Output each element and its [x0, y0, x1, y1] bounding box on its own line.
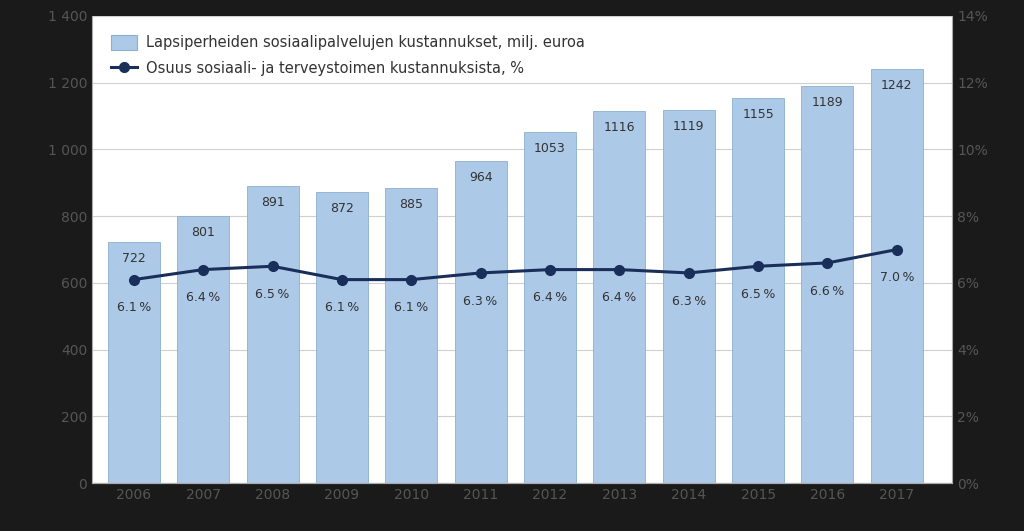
Text: 801: 801 — [191, 226, 215, 239]
Text: 1155: 1155 — [742, 108, 774, 121]
Bar — [385, 188, 437, 483]
Text: 6.5 %: 6.5 % — [255, 288, 290, 301]
Bar — [524, 132, 577, 483]
Text: 6.3 %: 6.3 % — [464, 295, 498, 307]
Text: 891: 891 — [261, 196, 285, 209]
Text: 6.1 %: 6.1 % — [394, 301, 428, 314]
Bar — [663, 110, 715, 483]
Legend: Lapsiperheiden sosiaalipalvelujen kustannukset, milj. euroa, Osuus sosiaali- ja : Lapsiperheiden sosiaalipalvelujen kustan… — [99, 23, 597, 88]
Text: 6.1 %: 6.1 % — [325, 301, 359, 314]
Text: 872: 872 — [330, 202, 354, 215]
Text: 722: 722 — [122, 252, 145, 266]
Text: 885: 885 — [399, 198, 423, 211]
Text: 1189: 1189 — [812, 96, 844, 109]
Bar — [732, 98, 784, 483]
Text: 6.4 %: 6.4 % — [602, 292, 637, 304]
Bar — [315, 192, 368, 483]
Text: 1116: 1116 — [603, 121, 635, 134]
Bar — [593, 111, 645, 483]
Text: 6.6 %: 6.6 % — [810, 285, 845, 297]
Text: 6.4 %: 6.4 % — [186, 292, 220, 304]
Bar — [177, 216, 229, 483]
Text: 1053: 1053 — [535, 142, 566, 155]
Bar — [455, 161, 507, 483]
Text: 6.1 %: 6.1 % — [117, 301, 151, 314]
Text: 6.3 %: 6.3 % — [672, 295, 706, 307]
Text: 1119: 1119 — [673, 119, 705, 133]
Bar — [247, 186, 299, 483]
Text: 1242: 1242 — [881, 79, 912, 92]
Text: 6.4 %: 6.4 % — [532, 292, 567, 304]
Text: 6.5 %: 6.5 % — [741, 288, 775, 301]
Bar — [870, 68, 923, 483]
Bar — [802, 87, 853, 483]
Text: 7.0 %: 7.0 % — [880, 271, 914, 284]
Text: 964: 964 — [469, 172, 493, 184]
Bar — [108, 242, 160, 483]
